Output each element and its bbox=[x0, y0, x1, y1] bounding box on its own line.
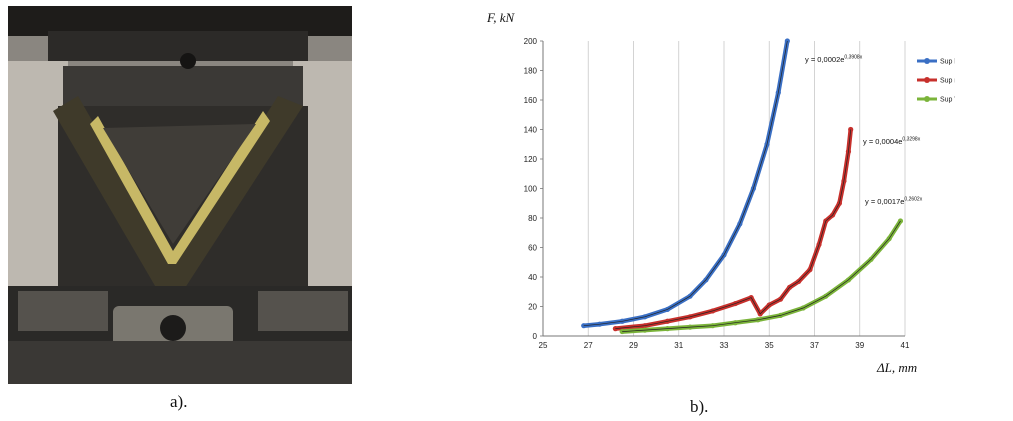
legend-swatch-marker bbox=[924, 77, 930, 83]
x-tick-label: 39 bbox=[855, 341, 864, 350]
y-tick-label: 60 bbox=[528, 244, 537, 253]
specimen-photo bbox=[8, 6, 352, 384]
trendline-0 bbox=[583, 40, 788, 327]
specimen-photo-drawing bbox=[8, 6, 352, 384]
caption-b: b). bbox=[690, 397, 709, 416]
x-tick-label: 37 bbox=[810, 341, 819, 350]
grid-lines bbox=[587, 41, 906, 336]
legend-label: Sup lisa bbox=[940, 59, 955, 66]
annotations: y = 0,0002e0,3908x y = 0,0004e0,3298x y = … bbox=[805, 55, 923, 207]
trendline-equation: y = 0,0002e0,3908x bbox=[805, 55, 863, 65]
trendline-1 bbox=[615, 129, 852, 329]
trendline-2 bbox=[622, 220, 901, 332]
x-tick-label: 35 bbox=[765, 341, 774, 350]
data-point bbox=[784, 38, 790, 44]
equation-exponent: 0,3908x bbox=[844, 55, 862, 61]
equation-exponent: 0,3298x bbox=[902, 137, 920, 143]
series-line-0 bbox=[581, 38, 790, 328]
legend-label: Sup ranurada bbox=[940, 78, 955, 85]
x-axis-title: ΔL, mm bbox=[876, 360, 917, 375]
caption-a: a). bbox=[170, 392, 188, 411]
x-tick-label: 25 bbox=[539, 341, 548, 350]
y-tick-label: 0 bbox=[533, 332, 538, 341]
x-tick-label: 33 bbox=[720, 341, 729, 350]
y-tick-label: 20 bbox=[528, 303, 537, 312]
trendline-equation: y = 0,0004e0,3298x bbox=[863, 137, 921, 147]
series-line-1 bbox=[613, 127, 853, 331]
x-tick-label: 29 bbox=[629, 341, 638, 350]
y-tick-label: 100 bbox=[524, 185, 538, 194]
y-tick-label: 180 bbox=[524, 67, 538, 76]
y-tick-label: 200 bbox=[524, 37, 538, 46]
y-tick-label: 120 bbox=[524, 155, 538, 164]
x-tick-label: 41 bbox=[901, 341, 910, 350]
legend-swatch-marker bbox=[924, 58, 930, 64]
y-tick-label: 80 bbox=[528, 214, 537, 223]
series-layer bbox=[581, 38, 904, 335]
data-point bbox=[619, 328, 625, 335]
data-point bbox=[612, 326, 618, 332]
y-tick-label: 140 bbox=[524, 126, 538, 135]
legend-swatch-marker bbox=[924, 96, 930, 102]
legend-label: Sup V bbox=[940, 97, 955, 104]
equation-exponent: 0,2602x bbox=[904, 197, 922, 203]
x-tick-label: 31 bbox=[674, 341, 683, 350]
trendline-equation: y = 0,0017e0,2602x bbox=[865, 197, 923, 207]
axes: 25 27 29 31 33 35 37 39 41 0 20 40 60 80 100 120 140 160 1… bbox=[524, 37, 910, 350]
force-displacement-chart: 25 27 29 31 33 35 37 39 41 0 20 40 60 80 100 120 140 160 1… bbox=[486, 10, 955, 375]
y-tick-label: 160 bbox=[524, 96, 538, 105]
legend: Sup lisa Sup ranurada Sup V bbox=[917, 58, 955, 104]
y-axis-title: F, kN bbox=[486, 10, 516, 25]
x-tick-label: 27 bbox=[584, 341, 593, 350]
y-tick-label: 40 bbox=[528, 273, 537, 282]
